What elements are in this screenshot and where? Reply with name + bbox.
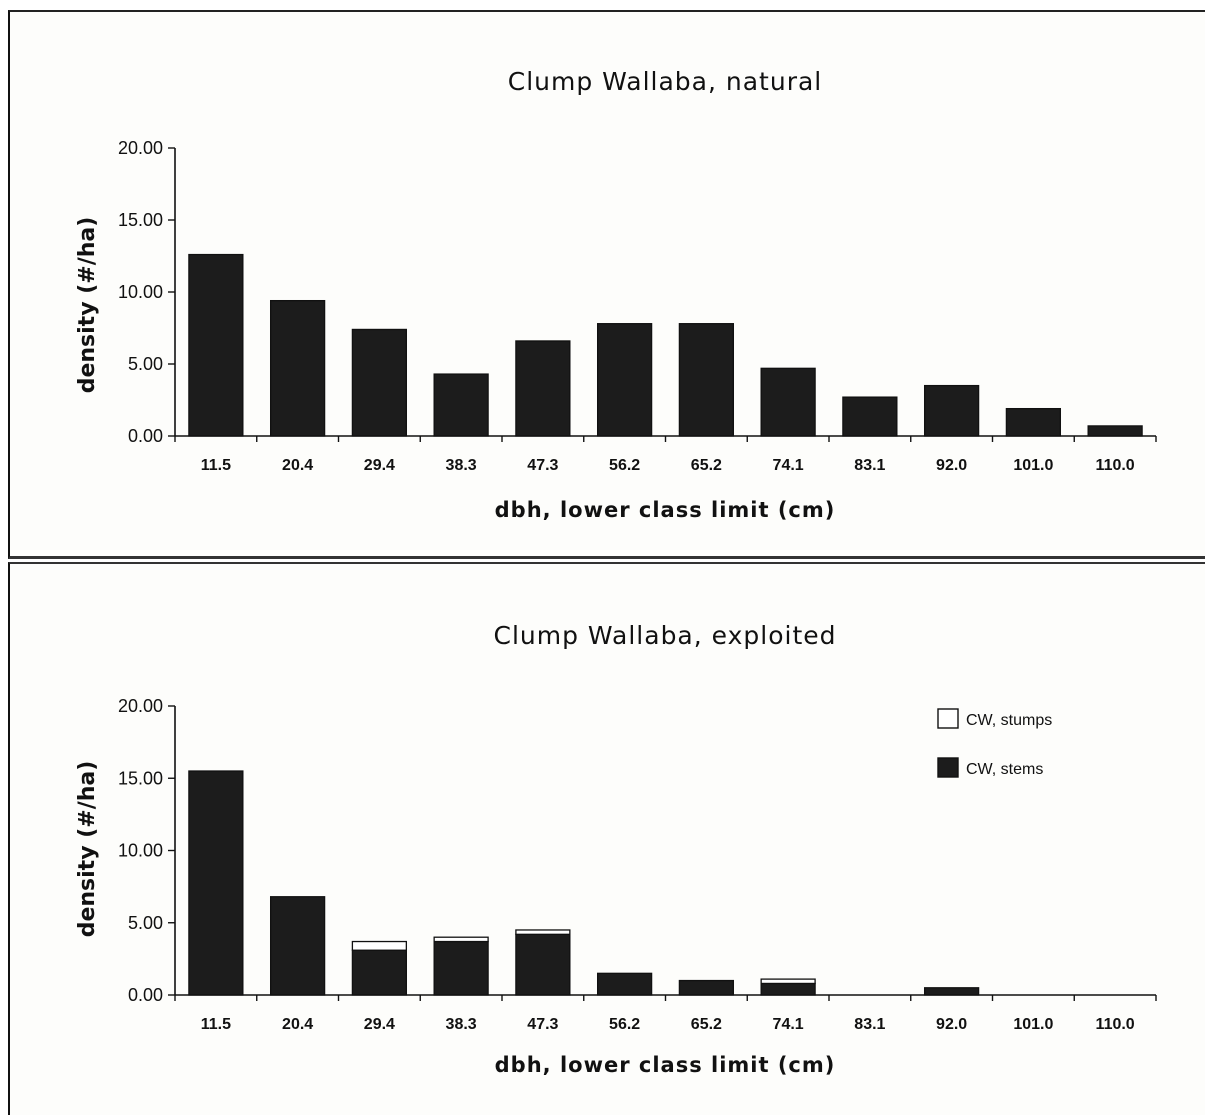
bar bbox=[351, 940, 408, 951]
y-tick-label: 10.00 bbox=[118, 841, 163, 861]
bar bbox=[842, 396, 898, 437]
chart-panel-exploited: Clump Wallaba, exploited density (#/ha) … bbox=[8, 562, 1205, 1115]
x-tick-label: 74.1 bbox=[773, 457, 804, 474]
x-tick-label: 20.4 bbox=[282, 1016, 313, 1033]
x-tick-label: 83.1 bbox=[854, 457, 885, 474]
y-tick-label: 15.00 bbox=[118, 210, 163, 230]
x-tick-label: 65.2 bbox=[691, 457, 722, 474]
bar bbox=[1005, 407, 1062, 437]
bar bbox=[678, 979, 735, 996]
bar bbox=[188, 253, 244, 437]
y-tick-label: 10.00 bbox=[118, 282, 163, 302]
chart-title: Clump Wallaba, natural bbox=[508, 67, 823, 96]
bar bbox=[596, 323, 653, 437]
bar bbox=[515, 933, 571, 996]
bar bbox=[269, 299, 326, 437]
legend-entry: CW, stems bbox=[966, 761, 1043, 778]
x-tick-label: 101.0 bbox=[1013, 457, 1053, 474]
y-tick-label: 5.00 bbox=[128, 354, 163, 374]
bar bbox=[923, 987, 980, 996]
bar bbox=[433, 940, 489, 996]
bar bbox=[269, 896, 326, 996]
x-tick-label: 20.4 bbox=[282, 457, 313, 474]
x-tick-label: 101.0 bbox=[1013, 1016, 1053, 1033]
bar bbox=[433, 373, 489, 437]
x-tick-label: 11.5 bbox=[201, 457, 231, 474]
y-axis-label: density (#/ha) bbox=[75, 217, 100, 394]
bar bbox=[515, 340, 571, 437]
chart-natural: Clump Wallaba, natural density (#/ha) db… bbox=[75, 67, 1157, 522]
x-tick-label: 110.0 bbox=[1096, 457, 1135, 474]
x-tick-label: 56.2 bbox=[609, 457, 640, 474]
chart-title: Clump Wallaba, exploited bbox=[494, 621, 837, 650]
x-tick-label: 74.1 bbox=[773, 1016, 804, 1033]
x-tick-label: 11.5 bbox=[201, 1016, 231, 1033]
x-axis-label: dbh, lower class limit (cm) bbox=[495, 1053, 836, 1077]
x-tick-label: 110.0 bbox=[1096, 1016, 1135, 1033]
legend-swatch bbox=[937, 757, 959, 778]
x-tick-label: 29.4 bbox=[364, 1016, 395, 1033]
bar bbox=[351, 328, 408, 437]
bar bbox=[760, 367, 816, 437]
x-tick-label: 29.4 bbox=[364, 457, 395, 474]
x-tick-label: 47.3 bbox=[527, 457, 558, 474]
x-tick-label: 47.3 bbox=[527, 1016, 558, 1033]
x-tick-label: 92.0 bbox=[936, 1016, 967, 1033]
bar bbox=[188, 770, 244, 996]
x-tick-label: 83.1 bbox=[854, 1016, 885, 1033]
legend-entry: CW, stumps bbox=[966, 712, 1052, 729]
chart-exploited: Clump Wallaba, exploited density (#/ha) … bbox=[75, 621, 1157, 1077]
legend-swatch bbox=[937, 708, 959, 729]
chart-panel-natural: Clump Wallaba, natural density (#/ha) db… bbox=[8, 10, 1205, 559]
x-tick-label: 56.2 bbox=[609, 1016, 640, 1033]
y-tick-label: 5.00 bbox=[128, 913, 163, 933]
y-tick-label: 15.00 bbox=[118, 768, 163, 788]
y-tick-label: 0.00 bbox=[128, 985, 163, 1005]
bar bbox=[923, 384, 980, 437]
bar bbox=[678, 323, 735, 437]
x-tick-label: 38.3 bbox=[446, 457, 477, 474]
x-tick-label: 38.3 bbox=[446, 1016, 477, 1033]
y-tick-label: 20.00 bbox=[118, 138, 163, 158]
bar bbox=[515, 929, 571, 935]
bar bbox=[433, 936, 489, 943]
x-axis-label: dbh, lower class limit (cm) bbox=[495, 498, 836, 522]
bar bbox=[760, 982, 816, 996]
bar bbox=[760, 978, 816, 985]
x-tick-label: 65.2 bbox=[691, 1016, 722, 1033]
x-tick-label: 92.0 bbox=[936, 457, 967, 474]
bar bbox=[351, 949, 408, 996]
y-tick-label: 20.00 bbox=[118, 696, 163, 716]
bar bbox=[1087, 425, 1143, 437]
y-tick-label: 0.00 bbox=[128, 426, 163, 446]
bar bbox=[596, 972, 653, 996]
y-axis-label: density (#/ha) bbox=[75, 761, 100, 938]
